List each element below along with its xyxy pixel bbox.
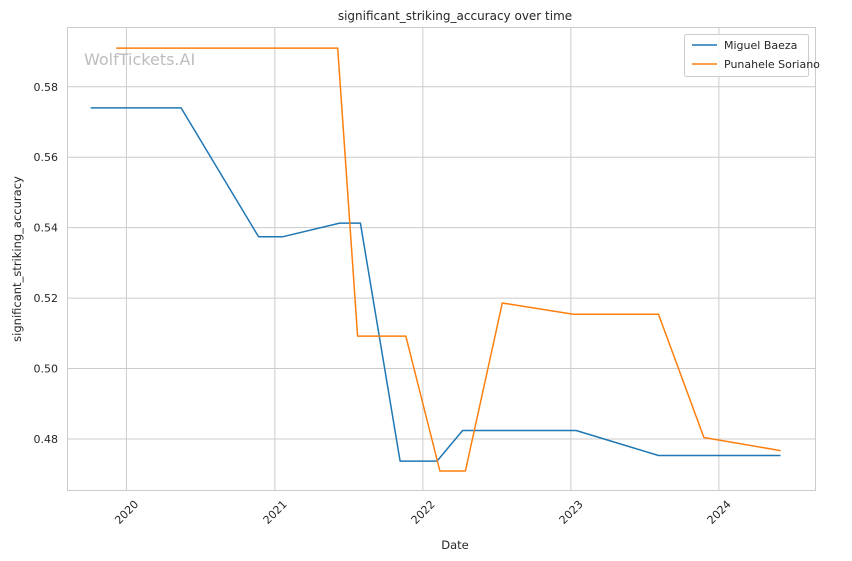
y-axis-label: significant_striking_accuracy [10,176,24,342]
x-axis-label: Date [441,538,469,552]
legend-label-punahele-soriano: Punahele Soriano [724,58,820,71]
grid [68,28,815,490]
y-tick-label: 0.54 [34,222,59,235]
plot-area [67,27,816,491]
y-tick-label: 0.52 [34,292,59,305]
watermark: WolfTickets.AI [84,50,195,69]
y-tick-label: 0.50 [34,363,59,376]
y-tick-labels: 0.48 0.50 0.52 0.54 0.56 0.58 [34,81,59,446]
y-tick-label: 0.56 [34,151,59,164]
series-line-punahele-soriano [116,47,781,472]
legend-label-miguel-baeza: Miguel Baeza [724,39,797,52]
y-tick-label: 0.48 [34,433,59,446]
chart-title: significant_striking_accuracy over time [338,9,572,23]
legend: Miguel Baeza Punahele Soriano [684,34,820,77]
y-tick-label: 0.58 [34,81,59,94]
series-line-miguel-baeza [90,107,781,462]
series [90,47,781,472]
